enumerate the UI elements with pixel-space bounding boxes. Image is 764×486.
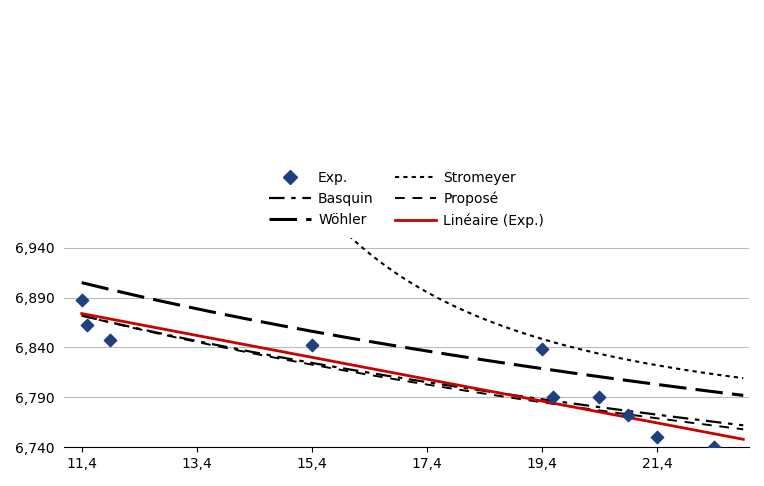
Line: Basquin: Basquin: [82, 315, 743, 425]
Stromeyer: [391, 270, 400, 276]
Exp.: [306, 341, 318, 348]
Wöhler: [739, 393, 748, 399]
Linéaire (Exp.): [435, 379, 444, 384]
Linéaire (Exp.): [723, 434, 732, 439]
Stromeyer: [723, 373, 732, 379]
Stromeyer: [395, 273, 404, 278]
Proposé: [739, 426, 748, 432]
Exp.: [82, 321, 94, 329]
Stromeyer: [739, 375, 748, 381]
Wöhler: [391, 343, 400, 349]
Exp.: [547, 394, 559, 401]
Linéaire (Exp.): [620, 414, 629, 419]
Proposé: [77, 312, 86, 318]
Stromeyer: [471, 312, 480, 318]
Line: Stromeyer: Stromeyer: [82, 0, 743, 378]
Basquin: [620, 407, 629, 413]
Proposé: [435, 383, 444, 389]
Exp.: [651, 434, 663, 441]
Basquin: [391, 374, 400, 380]
Basquin: [723, 420, 732, 426]
Proposé: [723, 424, 732, 430]
Linéaire (Exp.): [471, 385, 480, 391]
Wöhler: [723, 391, 732, 397]
Proposé: [395, 377, 404, 383]
Linéaire (Exp.): [77, 311, 86, 316]
Basquin: [395, 375, 404, 381]
Stromeyer: [620, 356, 629, 362]
Proposé: [471, 389, 480, 395]
Exp.: [105, 336, 117, 344]
Wöhler: [77, 280, 86, 286]
Wöhler: [620, 377, 629, 383]
Exp.: [76, 295, 88, 303]
Linéaire (Exp.): [739, 436, 748, 442]
Wöhler: [435, 350, 444, 356]
Line: Wöhler: Wöhler: [82, 283, 743, 396]
Proposé: [391, 377, 400, 382]
Exp.: [536, 346, 548, 353]
Proposé: [620, 411, 629, 417]
Stromeyer: [435, 296, 444, 302]
Line: Linéaire (Exp.): Linéaire (Exp.): [82, 313, 743, 439]
Exp.: [594, 394, 606, 401]
Basquin: [77, 312, 86, 318]
Exp.: [708, 443, 720, 451]
Basquin: [471, 387, 480, 393]
Wöhler: [471, 356, 480, 362]
Basquin: [435, 381, 444, 387]
Linéaire (Exp.): [395, 371, 404, 377]
Linéaire (Exp.): [391, 370, 400, 376]
Wöhler: [395, 344, 404, 349]
Legend: Exp., Basquin, Wöhler, Stromeyer, Proposé, Linéaire (Exp.): Exp., Basquin, Wöhler, Stromeyer, Propos…: [264, 165, 549, 233]
Exp.: [622, 412, 634, 419]
Line: Proposé: Proposé: [82, 315, 743, 429]
Basquin: [739, 422, 748, 428]
